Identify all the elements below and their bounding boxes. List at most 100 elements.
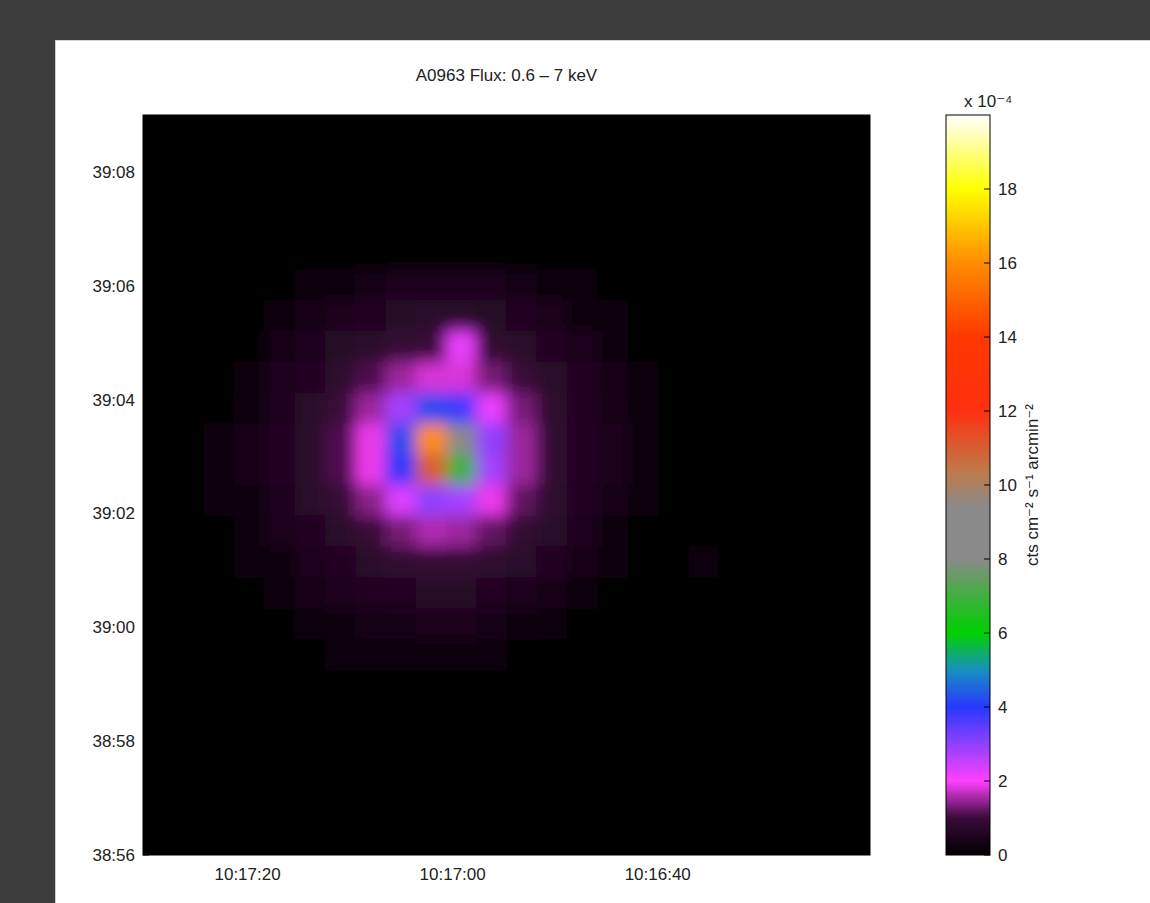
heat-cell <box>688 670 719 701</box>
heat-cell <box>234 701 265 732</box>
heat-cell <box>779 331 810 362</box>
heat-cell <box>385 670 416 701</box>
heat-cell <box>325 115 356 146</box>
heat-cell <box>779 208 810 239</box>
heat-cell <box>507 485 538 516</box>
heat-cell <box>567 578 598 609</box>
heat-cell <box>446 177 477 208</box>
heat-cell <box>446 670 477 701</box>
heat-cell <box>658 824 689 855</box>
heat-cell <box>537 238 568 269</box>
heat-cell <box>325 670 356 701</box>
heat-cell <box>537 454 568 485</box>
heat-cell <box>325 732 356 763</box>
heat-cell <box>688 793 719 824</box>
heat-cell <box>385 362 416 393</box>
heat-cell <box>809 238 840 269</box>
heat-cell <box>385 454 416 485</box>
y-tick-label: 39:08 <box>92 163 135 182</box>
heat-cell <box>840 208 870 239</box>
heat-cell <box>537 732 568 763</box>
heat-cell <box>628 763 659 794</box>
heat-cell <box>355 793 386 824</box>
heat-cell <box>628 670 659 701</box>
y-tick-label: 38:58 <box>92 732 135 751</box>
heat-cell <box>567 824 598 855</box>
heat-cell <box>537 300 568 331</box>
heat-cell <box>204 331 235 362</box>
heat-cell <box>840 485 870 516</box>
heat-cell <box>264 732 295 763</box>
heat-cell <box>779 238 810 269</box>
heat-cell <box>840 793 870 824</box>
heat-cell <box>597 608 628 639</box>
heat-cell <box>143 454 174 485</box>
heat-cell <box>567 423 598 454</box>
heat-cell <box>779 701 810 732</box>
heat-cell <box>294 547 325 578</box>
heat-cell <box>173 608 204 639</box>
heat-cell <box>507 793 538 824</box>
heat-cell <box>325 639 356 670</box>
heat-cell <box>325 793 356 824</box>
heat-cell <box>204 824 235 855</box>
heat-cell <box>143 146 174 177</box>
heat-cell <box>173 639 204 670</box>
heat-cell <box>234 362 265 393</box>
colorbar-tick <box>984 485 990 486</box>
heat-cell <box>749 362 780 393</box>
heat-cell <box>204 793 235 824</box>
cells <box>143 115 870 855</box>
heat-cell <box>840 331 870 362</box>
heat-cell <box>173 177 204 208</box>
heat-cell <box>507 146 538 177</box>
heat-cell <box>294 793 325 824</box>
heat-cell <box>688 393 719 424</box>
heat-cell <box>264 393 295 424</box>
heat-cell <box>355 146 386 177</box>
heat-cell <box>628 608 659 639</box>
heat-cell <box>416 485 447 516</box>
heat-cell <box>416 639 447 670</box>
heat-cell <box>294 300 325 331</box>
heat-cell <box>325 701 356 732</box>
heat-cell <box>658 578 689 609</box>
heat-cell <box>294 331 325 362</box>
heat-cell <box>416 578 447 609</box>
heat-cell <box>840 423 870 454</box>
heat-cell <box>446 393 477 424</box>
heat-cell <box>688 732 719 763</box>
heat-cell <box>476 423 507 454</box>
y-tick <box>143 741 149 742</box>
heat-cell <box>779 793 810 824</box>
colorbar <box>946 115 990 855</box>
heat-cell <box>719 238 750 269</box>
heat-cell <box>476 115 507 146</box>
x-tick <box>247 849 248 855</box>
heat-cell <box>294 269 325 300</box>
heat-cell <box>658 485 689 516</box>
heat-cell <box>537 639 568 670</box>
heat-cell <box>507 300 538 331</box>
heat-cell <box>325 824 356 855</box>
heat-cell <box>385 208 416 239</box>
colorbar-tick-label: 12 <box>998 402 1017 421</box>
heat-cell <box>416 608 447 639</box>
heat-cell <box>779 578 810 609</box>
heat-cell <box>325 300 356 331</box>
heat-cell <box>385 639 416 670</box>
heat-cell <box>476 454 507 485</box>
heat-cell <box>719 732 750 763</box>
heat-cell <box>507 732 538 763</box>
heat-cell <box>355 639 386 670</box>
heat-cell <box>809 824 840 855</box>
heat-cell <box>597 516 628 547</box>
heat-cell <box>840 608 870 639</box>
heat-cell <box>597 393 628 424</box>
heat-cell <box>204 701 235 732</box>
heat-cell <box>143 793 174 824</box>
heat-cell <box>476 300 507 331</box>
heat-cell <box>385 547 416 578</box>
colorbar-tick-label: 6 <box>998 624 1007 643</box>
heat-cell <box>749 824 780 855</box>
